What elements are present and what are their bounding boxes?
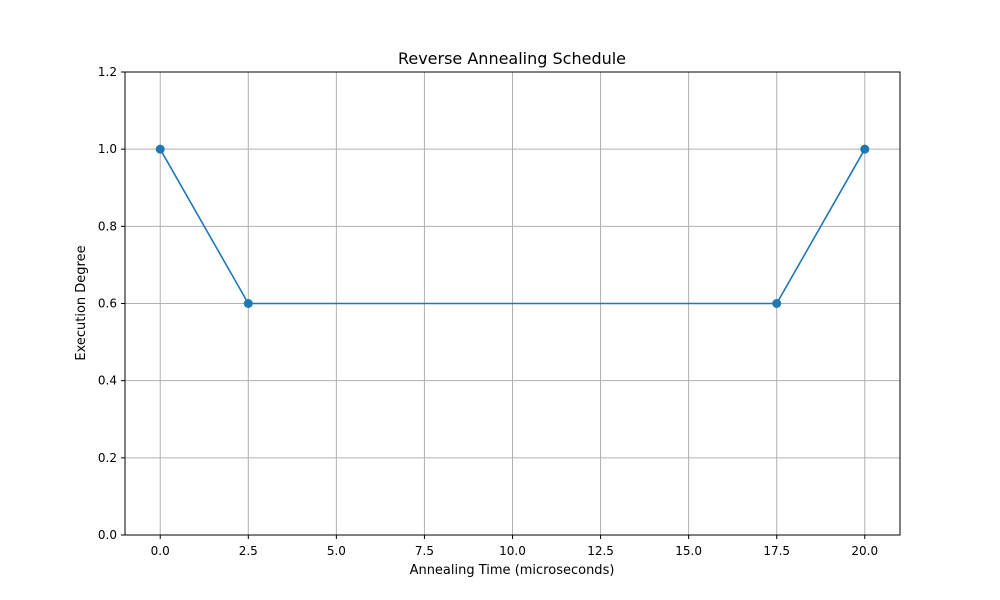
chart-title: Reverse Annealing Schedule: [398, 49, 626, 68]
y-tick-label: 0.4: [98, 374, 117, 388]
data-point: [243, 299, 253, 308]
x-tick-label: 5.0: [327, 544, 346, 558]
y-tick-label: 0.0: [98, 528, 117, 542]
y-tick-label: 1.0: [98, 142, 117, 156]
data-point: [155, 144, 165, 154]
y-axis-label: Execution Degree: [74, 245, 89, 360]
y-tick-label: 0.2: [98, 451, 117, 465]
x-tick-label: 0.0: [151, 544, 170, 558]
x-tick-label: 15.0: [675, 544, 702, 558]
ticks: 0.0 2.5 5.0 7.5 10.0 12.5 15.0 17.5 20.0 0.0 0.2 0.…: [98, 65, 878, 558]
x-tick-label: 12.5: [587, 544, 614, 558]
data-point: [772, 299, 782, 308]
x-tick-label: 7.5: [415, 544, 434, 558]
series-layer: [155, 144, 870, 308]
y-tick-label: 1.2: [98, 65, 117, 79]
x-tick-label: 17.5: [763, 544, 790, 558]
y-tick-label: 0.6: [98, 297, 117, 311]
x-tick-label: 20.0: [851, 544, 878, 558]
y-tick-label: 0.8: [98, 219, 117, 233]
data-point: [860, 144, 870, 154]
x-axis-label: Annealing Time (microseconds): [410, 563, 615, 578]
x-tick-label: 2.5: [239, 544, 258, 558]
series-line: [159, 148, 866, 305]
x-tick-label: 10.0: [499, 544, 526, 558]
